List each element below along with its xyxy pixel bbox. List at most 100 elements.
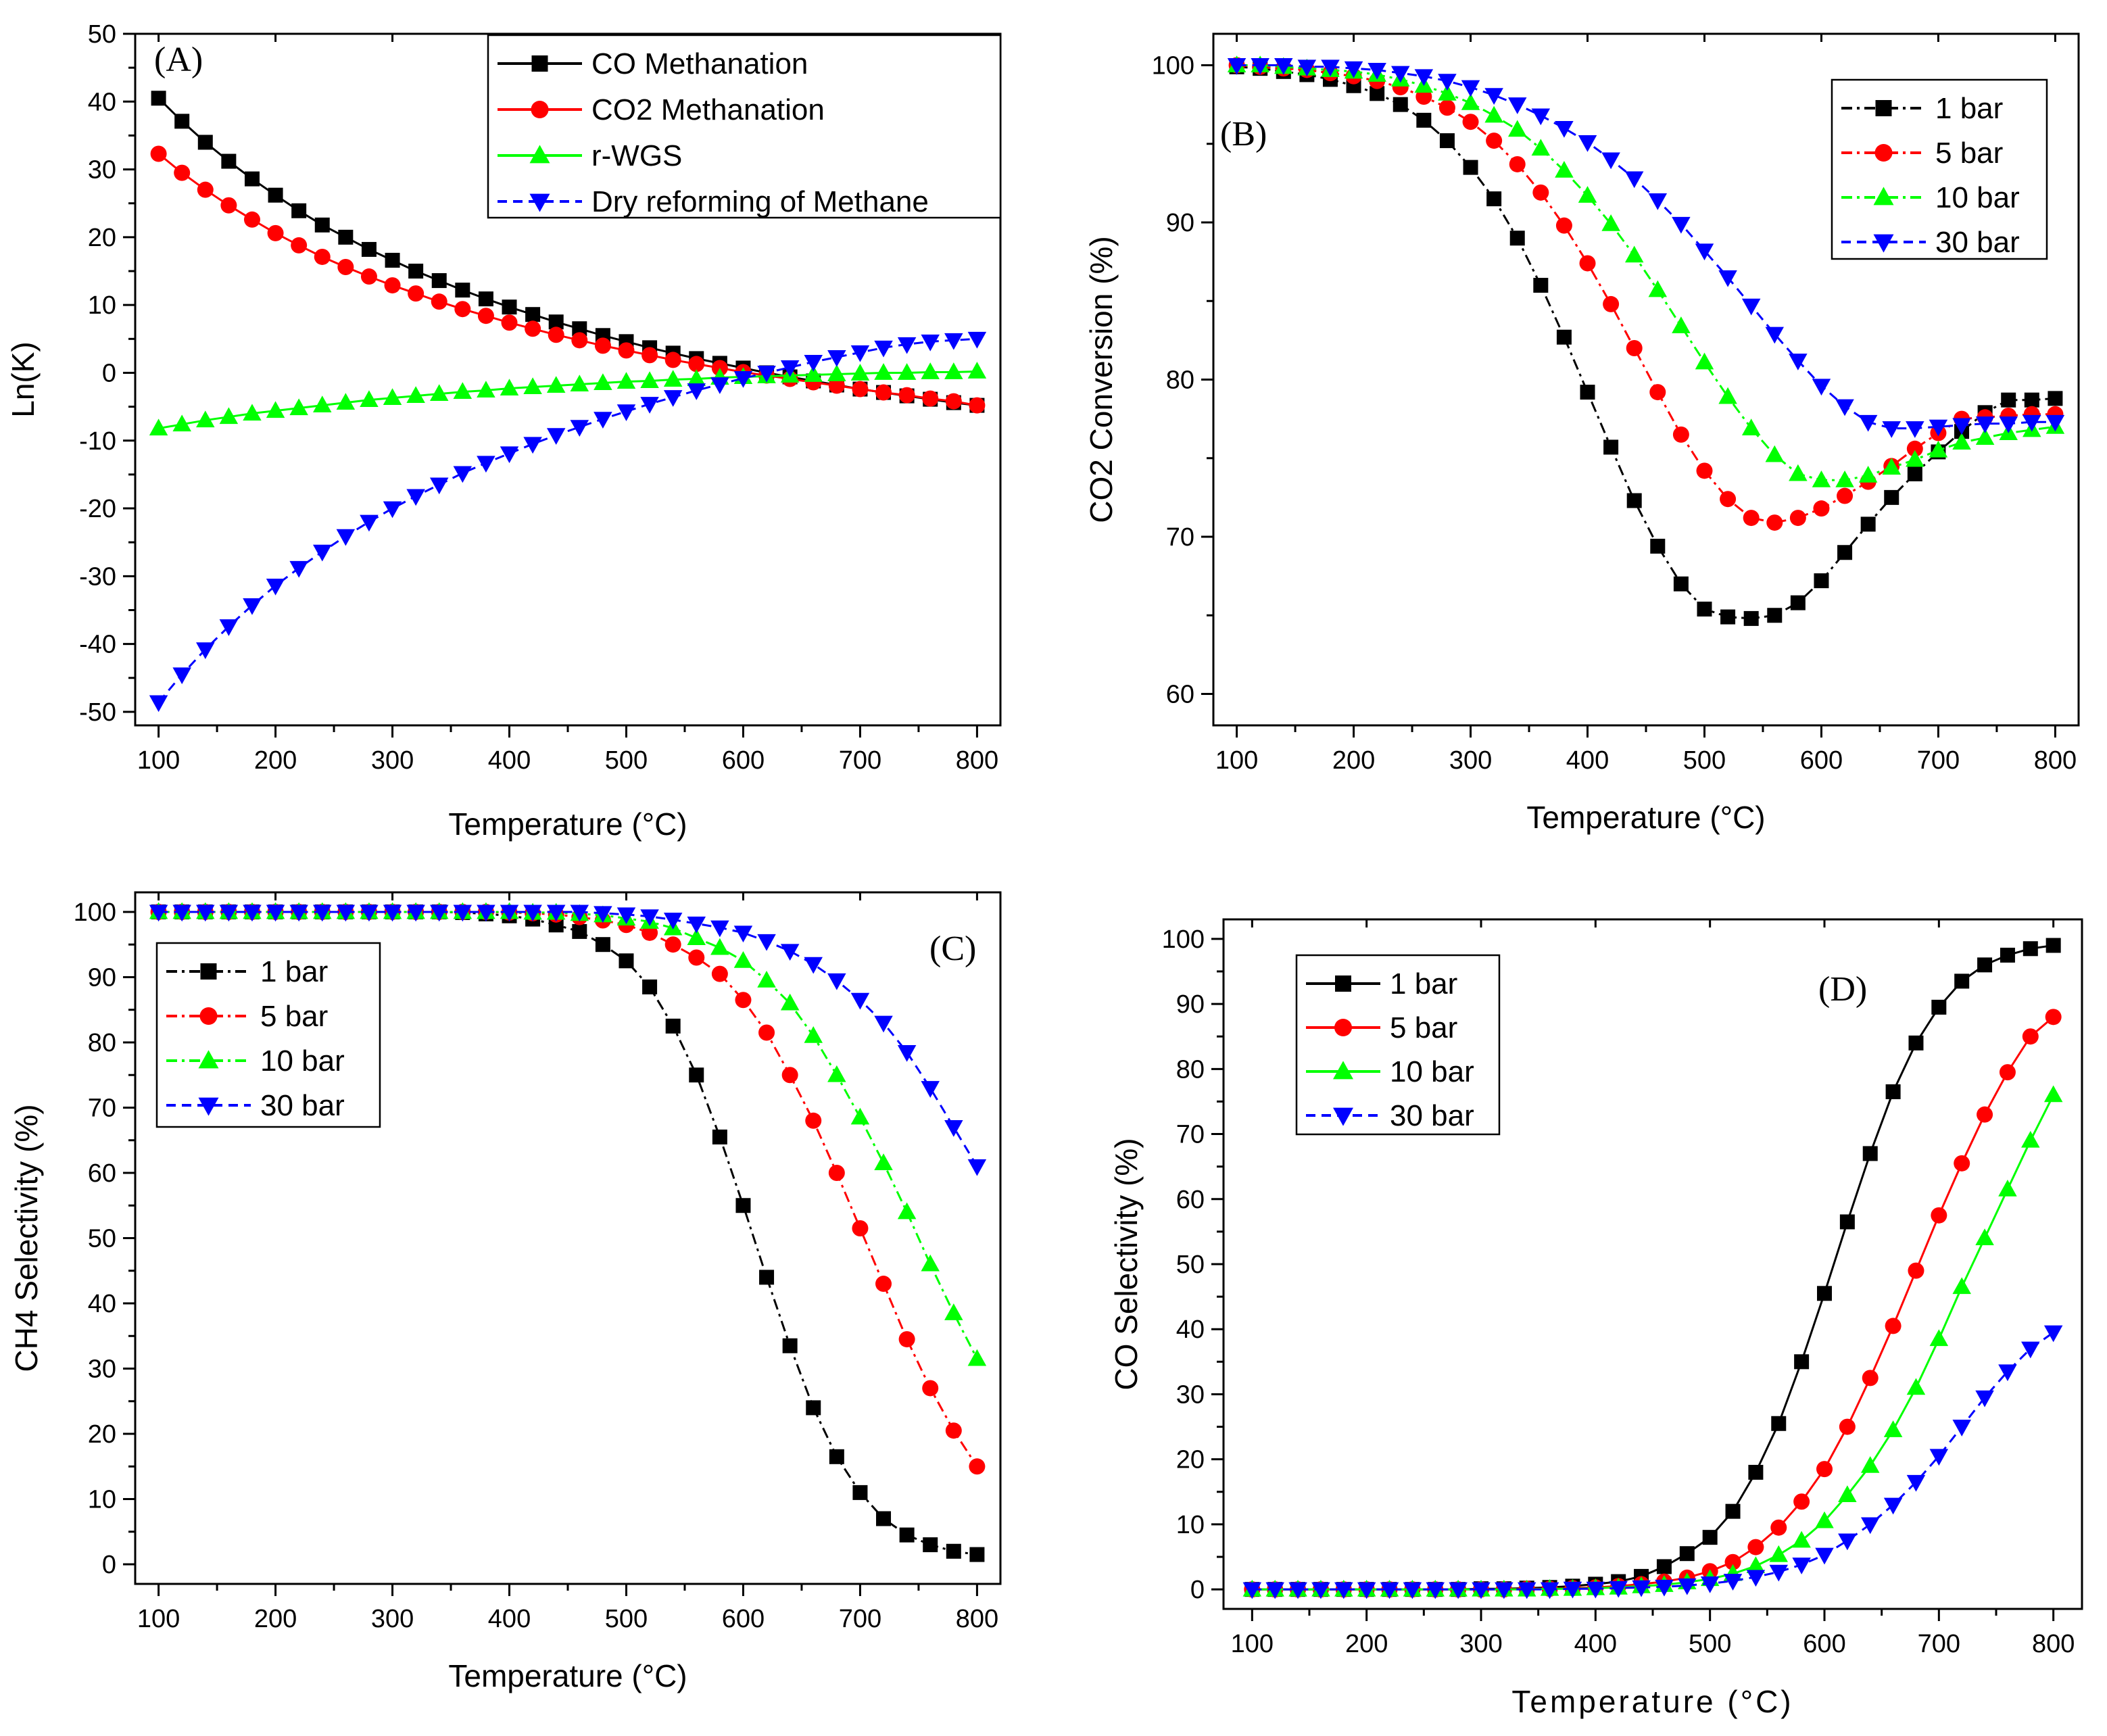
data-point bbox=[1835, 399, 1854, 416]
data-point bbox=[453, 382, 473, 400]
legend-label: 10 bar bbox=[1390, 1055, 1474, 1088]
data-point bbox=[1954, 973, 1970, 989]
data-point bbox=[1906, 450, 1924, 467]
data-point bbox=[2045, 938, 2061, 953]
data-point bbox=[829, 1449, 844, 1464]
data-point bbox=[1882, 458, 1901, 475]
y-tick-label: 70 bbox=[88, 1094, 116, 1122]
data-point bbox=[921, 1254, 940, 1272]
data-point bbox=[1531, 108, 1551, 126]
y-tick-label: 50 bbox=[88, 1225, 116, 1253]
data-point bbox=[827, 973, 846, 990]
data-point bbox=[406, 905, 425, 922]
x-tick-label: 200 bbox=[254, 746, 297, 775]
data-point bbox=[850, 992, 870, 1010]
data-point bbox=[1344, 61, 1363, 78]
data-point bbox=[1449, 1582, 1468, 1599]
data-point bbox=[1723, 1574, 1743, 1591]
data-point bbox=[385, 252, 400, 268]
data-point bbox=[360, 514, 379, 532]
data-point bbox=[1746, 1556, 1766, 1573]
y-axis-title: CH4 Selectivity (%) bbox=[9, 1104, 44, 1372]
data-point bbox=[1531, 139, 1551, 156]
data-point bbox=[1858, 466, 1878, 483]
x-tick-label: 200 bbox=[254, 1605, 297, 1633]
data-point bbox=[1906, 1378, 1926, 1395]
data-point bbox=[1720, 609, 1736, 625]
y-tick-label: 40 bbox=[88, 88, 116, 116]
data-point bbox=[1793, 1493, 1810, 1510]
x-tick-label: 400 bbox=[1566, 746, 1609, 775]
x-tick-label: 600 bbox=[722, 1605, 765, 1633]
data-point bbox=[454, 301, 471, 318]
x-tick-label: 300 bbox=[1459, 1630, 1502, 1658]
data-point bbox=[1392, 97, 1408, 112]
data-point bbox=[1815, 1547, 1834, 1565]
data-point bbox=[922, 1380, 939, 1397]
data-point bbox=[1672, 316, 1691, 333]
data-point bbox=[1624, 245, 1644, 263]
data-point bbox=[1725, 1503, 1741, 1519]
x-tick-label: 800 bbox=[2032, 1630, 2075, 1658]
data-point bbox=[1555, 160, 1574, 178]
x-tick-label: 400 bbox=[488, 1605, 531, 1633]
data-point bbox=[1720, 491, 1737, 508]
chart-panel-d: 100 200 300 400 500 600 700 800 0 10 20 30 40 50 60 70 8… bbox=[1109, 918, 2083, 1719]
data-point bbox=[266, 578, 285, 596]
x-tick-label: 800 bbox=[956, 746, 998, 775]
data-point bbox=[664, 352, 681, 368]
data-point bbox=[898, 387, 915, 404]
legend: 1 bar 5 bar 10 bar 30 bar bbox=[1831, 78, 2048, 260]
data-point bbox=[1885, 1318, 1902, 1334]
data-point bbox=[1858, 414, 1878, 432]
y-tick-label: 90 bbox=[1166, 209, 1194, 237]
data-point bbox=[383, 905, 402, 922]
data-point bbox=[827, 364, 846, 381]
data-point bbox=[571, 332, 588, 349]
data-point bbox=[1438, 74, 1457, 91]
y-tick-label: 0 bbox=[102, 1551, 116, 1579]
y-tick-label: 30 bbox=[88, 1355, 116, 1384]
data-point bbox=[1578, 186, 1597, 203]
data-point bbox=[1416, 112, 1432, 128]
data-point bbox=[1426, 1582, 1445, 1599]
data-point bbox=[2023, 414, 2041, 432]
data-point bbox=[314, 217, 330, 233]
data-point bbox=[266, 401, 285, 418]
data-point bbox=[1977, 957, 1993, 973]
y-tick-label: 100 bbox=[1152, 52, 1194, 80]
legend-label: 30 bar bbox=[1935, 226, 2020, 259]
data-point bbox=[243, 404, 262, 421]
data-point bbox=[805, 1112, 822, 1129]
data-point bbox=[733, 951, 753, 968]
data-point bbox=[1462, 114, 1479, 130]
legend-label: 30 bar bbox=[1390, 1099, 1474, 1132]
legend-label: 1 bar bbox=[1935, 92, 2003, 125]
data-point bbox=[828, 1164, 845, 1181]
y-tick-label: 50 bbox=[88, 20, 116, 49]
data-point bbox=[1743, 610, 1759, 626]
data-point bbox=[219, 407, 239, 425]
data-point bbox=[1765, 327, 1785, 344]
data-point bbox=[243, 905, 262, 922]
data-point bbox=[1695, 352, 1714, 370]
legend-marker bbox=[1335, 975, 1351, 992]
data-point bbox=[406, 386, 425, 404]
data-point bbox=[336, 393, 356, 410]
series-group bbox=[149, 902, 987, 1562]
data-point bbox=[1517, 1582, 1536, 1599]
data-point bbox=[477, 456, 495, 473]
data-point bbox=[1741, 298, 1761, 316]
data-point bbox=[944, 1303, 963, 1320]
data-point bbox=[360, 905, 379, 922]
data-point bbox=[1403, 1582, 1422, 1599]
data-point bbox=[944, 333, 963, 350]
data-point bbox=[1839, 1214, 1855, 1230]
data-point bbox=[780, 944, 800, 961]
y-tick-label: 20 bbox=[88, 1420, 116, 1449]
legend-marker bbox=[1873, 234, 1894, 253]
data-point bbox=[337, 259, 354, 276]
data-point bbox=[2001, 392, 2016, 408]
chart-panel-b: 100 200 300 400 500 600 700 800 60 70 80 90 100 Tempe… bbox=[1084, 32, 2080, 835]
data-point bbox=[1649, 384, 1666, 401]
